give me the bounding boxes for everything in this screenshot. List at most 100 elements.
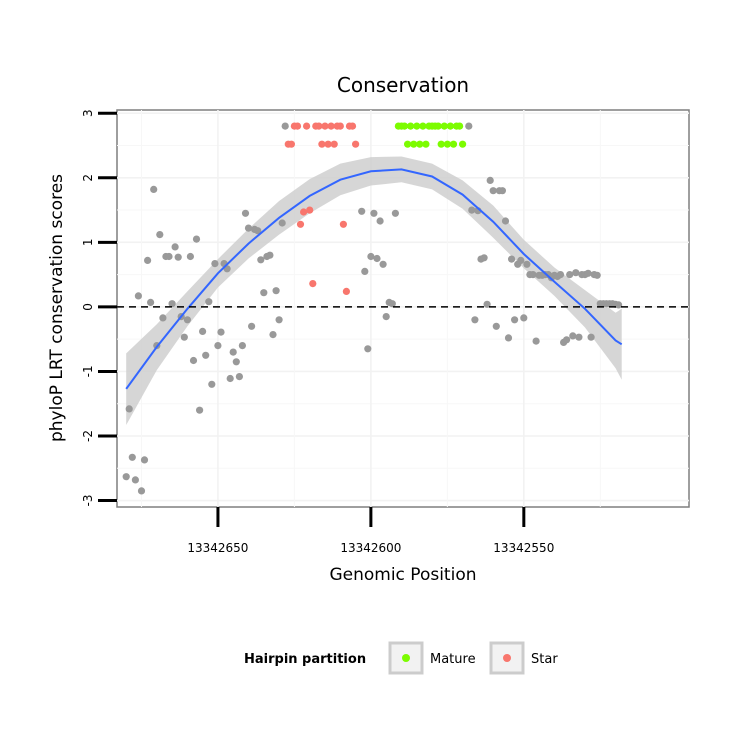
data-point-other (492, 322, 500, 330)
data-point-mature (413, 122, 421, 130)
data-point-star (321, 122, 329, 130)
data-point-other (208, 380, 216, 388)
data-point-other (238, 342, 246, 350)
data-point-star (327, 122, 335, 130)
data-point-mature (446, 122, 454, 130)
data-point-other (358, 207, 366, 215)
data-point-mature (400, 122, 409, 130)
data-point-other (465, 122, 473, 130)
data-point-other (471, 316, 479, 324)
data-point-other (244, 224, 253, 232)
data-point-other (361, 267, 369, 275)
data-point-other (508, 255, 516, 263)
data-point-mature (434, 122, 442, 130)
data-point-other (569, 332, 577, 340)
x-tick-label: 13342600 (340, 541, 401, 555)
data-point-other (593, 271, 601, 279)
data-point-other (150, 185, 158, 193)
data-point-other (257, 256, 265, 264)
data-point-star (339, 220, 347, 228)
data-point-mature (404, 140, 412, 148)
data-point-other (587, 333, 595, 341)
y-tick-label: 2 (81, 174, 95, 182)
confidence-ribbon (126, 156, 622, 425)
data-point-other (501, 217, 510, 225)
data-point-other (529, 271, 537, 279)
data-point-other (232, 358, 240, 366)
legend: Hairpin partition Mature Star (244, 641, 558, 675)
data-point-other (615, 301, 623, 309)
x-axis-title: Genomic Position (329, 565, 476, 585)
data-point-other (214, 342, 222, 350)
y-tick-label: -3 (81, 495, 95, 507)
data-point-star (348, 122, 357, 130)
data-point-mature (407, 122, 415, 130)
data-point-other (556, 271, 565, 279)
data-point-other (186, 252, 194, 261)
data-point-star (287, 140, 295, 148)
data-point-other (391, 209, 399, 217)
legend-marker-star (503, 654, 511, 662)
data-point-other (272, 287, 280, 295)
data-point-other (498, 187, 506, 195)
data-point-other (122, 473, 130, 481)
data-point-star (324, 140, 332, 148)
data-point-mature (416, 140, 424, 148)
data-point-mature (456, 122, 464, 130)
data-point-other (192, 235, 201, 243)
confidence-band (126, 156, 622, 425)
data-point-other (269, 331, 277, 339)
data-point-other (235, 373, 243, 381)
data-point-other (486, 176, 494, 184)
data-point-other (563, 336, 571, 344)
data-point-other (137, 487, 146, 495)
chart-title: Conservation (337, 73, 469, 97)
data-point-other (504, 334, 513, 342)
data-point-other (367, 252, 375, 261)
data-point-other (364, 345, 372, 353)
data-point-star (352, 140, 360, 148)
data-point-other (584, 269, 592, 277)
data-point-other (278, 219, 286, 227)
data-point-other (241, 209, 250, 217)
smooth-fit-line (125, 168, 623, 390)
legend-title: Hairpin partition (244, 652, 366, 667)
y-axis: -3 -2 -1 0 1 2 3 (81, 109, 117, 506)
data-point-mature (419, 122, 427, 130)
data-point-other (566, 271, 574, 279)
data-point-other (183, 316, 191, 324)
data-point-other (226, 374, 234, 383)
data-point-star (306, 206, 314, 214)
data-point-star (303, 122, 311, 130)
data-point-other (275, 316, 283, 324)
data-point-other (196, 406, 204, 414)
x-tick-label: 13342650 (187, 541, 248, 555)
data-point-other (134, 292, 142, 300)
data-point-mature (410, 140, 418, 148)
data-point-star (293, 122, 302, 130)
y-tick-label: -2 (81, 430, 95, 442)
data-point-other (489, 187, 497, 195)
data-point-other (382, 313, 390, 321)
legend-label-mature: Mature (430, 652, 476, 667)
data-point-other (520, 314, 528, 322)
data-point-other (131, 476, 139, 484)
y-axis-title: phyloP LRT conservation scores (47, 174, 67, 442)
data-point-other (281, 122, 289, 130)
data-point-other (468, 206, 476, 214)
y-tick-label: 1 (81, 238, 95, 246)
data-point-other (144, 256, 152, 264)
data-point-other (376, 217, 384, 225)
data-point-star (296, 220, 305, 228)
data-point-other (260, 289, 268, 297)
data-point-other (572, 269, 580, 277)
data-point-other (517, 256, 525, 264)
x-tick-label: 13342550 (493, 541, 554, 555)
data-point-star (342, 287, 350, 295)
data-point-other (128, 453, 136, 461)
data-point-other (248, 322, 256, 330)
smooth-curve (125, 168, 623, 390)
y-tick-label: 3 (81, 109, 95, 117)
data-point-other (147, 298, 155, 306)
